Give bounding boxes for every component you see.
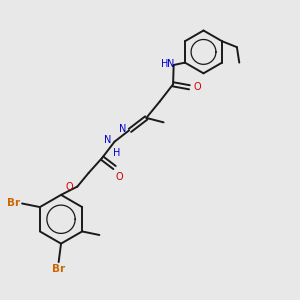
Text: Br: Br [52,264,65,274]
Text: H: H [161,59,168,69]
Text: O: O [116,172,123,182]
Text: N: N [103,135,111,145]
Text: H: H [113,148,121,158]
Text: O: O [194,82,201,92]
Text: Br: Br [7,198,20,208]
Text: N: N [167,59,174,69]
Text: N: N [119,124,126,134]
Text: O: O [65,182,73,192]
